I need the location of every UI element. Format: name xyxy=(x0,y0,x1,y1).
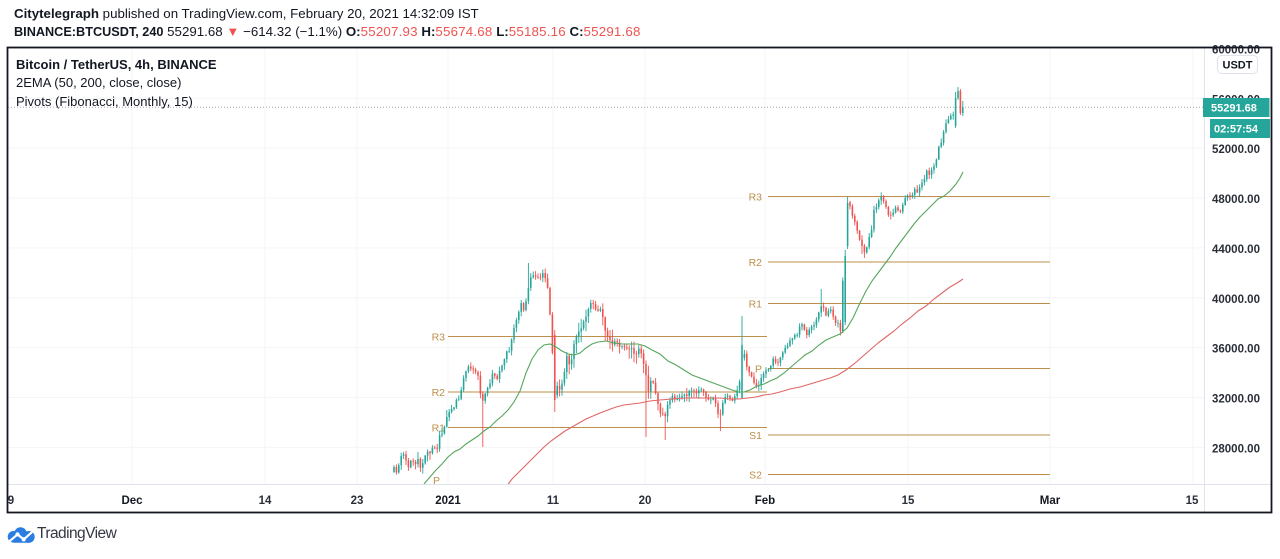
svg-text:15: 15 xyxy=(1186,495,1199,507)
svg-text:2021: 2021 xyxy=(435,495,461,507)
svg-text:48000.00: 48000.00 xyxy=(1212,194,1260,206)
svg-text:P: P xyxy=(433,475,440,487)
svg-text:40000.00: 40000.00 xyxy=(1212,294,1260,306)
svg-text:R1: R1 xyxy=(432,423,446,435)
svg-text:R3: R3 xyxy=(432,332,446,344)
svg-text:36000.00: 36000.00 xyxy=(1212,344,1260,356)
svg-text:USDT: USDT xyxy=(1223,60,1253,72)
svg-text:S2: S2 xyxy=(749,470,762,482)
svg-text:02:57:54: 02:57:54 xyxy=(1214,124,1259,136)
svg-text:20: 20 xyxy=(639,495,652,507)
svg-text:52000.00: 52000.00 xyxy=(1212,144,1260,156)
svg-text:15: 15 xyxy=(902,495,915,507)
svg-text:28000.00: 28000.00 xyxy=(1212,443,1260,455)
svg-text:11: 11 xyxy=(547,495,560,507)
svg-text:R2: R2 xyxy=(432,387,446,399)
svg-text:R1: R1 xyxy=(749,299,763,311)
svg-text:Mar: Mar xyxy=(1040,495,1061,507)
svg-text:R2: R2 xyxy=(749,257,763,269)
svg-text:55291.68: 55291.68 xyxy=(1211,103,1257,115)
svg-text:9: 9 xyxy=(8,495,14,507)
svg-text:S1: S1 xyxy=(749,430,762,442)
svg-text:Dec: Dec xyxy=(121,495,143,507)
svg-text:32000.00: 32000.00 xyxy=(1212,394,1260,406)
svg-text:R3: R3 xyxy=(749,192,763,204)
svg-text:23: 23 xyxy=(351,495,364,507)
svg-text:44000.00: 44000.00 xyxy=(1212,244,1260,256)
svg-text:14: 14 xyxy=(259,495,272,507)
svg-text:Feb: Feb xyxy=(755,495,775,507)
svg-text:P: P xyxy=(755,364,762,376)
svg-text:60000.00: 60000.00 xyxy=(1212,44,1260,56)
